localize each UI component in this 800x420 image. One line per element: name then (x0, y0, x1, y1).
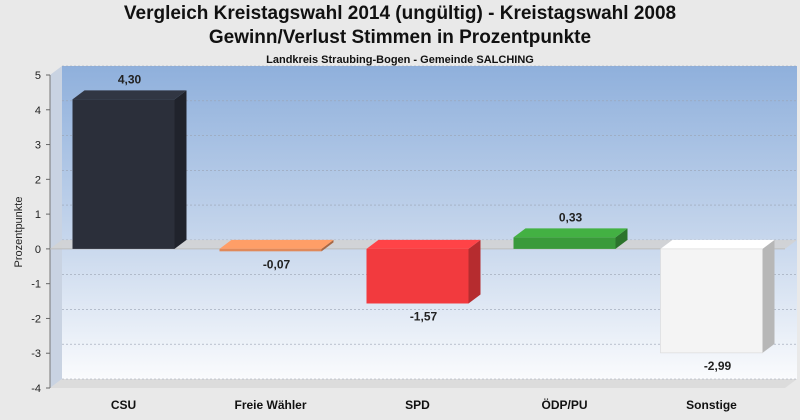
tick-label: -2 (31, 313, 41, 325)
bar-front (220, 249, 322, 251)
data-label: -1,57 (410, 309, 438, 323)
tick-label: -3 (31, 348, 41, 360)
tick-label: -1 (31, 279, 41, 291)
category-label: CSU (111, 398, 136, 412)
y-axis-label: Prozentpunkte (13, 197, 25, 268)
bar-2 (367, 240, 481, 304)
category-label: Freie Wähler (234, 398, 306, 412)
tick-label: 1 (35, 209, 41, 221)
data-label: -2,99 (704, 359, 732, 373)
bar-top (220, 240, 334, 249)
bar-front (661, 249, 763, 353)
plot-floor (50, 379, 797, 388)
tick-label: -4 (31, 383, 41, 395)
bar-side (469, 240, 481, 304)
tick-label: 4 (35, 105, 41, 117)
bar-top (514, 228, 628, 237)
category-label: ÖDP/PU (541, 397, 587, 412)
bar-3 (514, 228, 628, 248)
tick-label: 3 (35, 140, 41, 152)
category-label: Sonstige (686, 398, 737, 412)
x-axis-categories: CSU Freie Wähler SPD ÖDP/PU Sonstige (111, 397, 737, 412)
bar-4 (661, 240, 775, 353)
data-label: -0,07 (263, 257, 291, 271)
bar-front (73, 99, 175, 249)
bar-side (175, 90, 187, 249)
bar-side (763, 240, 775, 353)
tick-label: 0 (35, 244, 41, 256)
plot-side-wall (50, 66, 62, 388)
data-label: 0,33 (559, 210, 583, 224)
tick-label: 5 (35, 70, 41, 82)
bar-top (661, 240, 775, 249)
bar-front (514, 237, 616, 248)
bar-1 (220, 240, 334, 251)
bar-0 (73, 90, 187, 249)
bar-top (367, 240, 481, 249)
data-label: 4,30 (118, 72, 142, 86)
category-label: SPD (405, 398, 430, 412)
bar-front (367, 249, 469, 304)
y-axis-ticks: 5 4 3 2 1 0 -1 -2 -3 -4 (31, 70, 50, 395)
bar-top (73, 90, 187, 99)
tick-label: 2 (35, 174, 41, 186)
